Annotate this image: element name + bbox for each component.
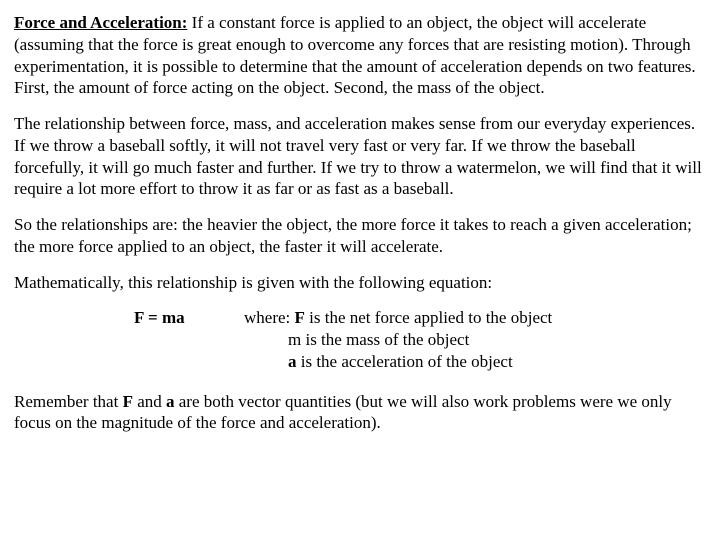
symbol-f: F (295, 308, 305, 327)
equation-block: F = ma where: F is the net force applied… (14, 307, 706, 372)
definition-force: where: F is the net force applied to the… (244, 307, 706, 329)
symbol-a-inline: a (166, 392, 175, 411)
definition-accel: a is the acceleration of the object (244, 351, 706, 373)
paragraph-math-intro: Mathematically, this relationship is giv… (14, 272, 706, 294)
equation-definitions: where: F is the net force applied to the… (244, 307, 706, 372)
definition-mass: m is the mass of the object (244, 329, 706, 351)
paragraph-relationships: So the relationships are: the heavier th… (14, 214, 706, 258)
section-heading: Force and Acceleration: (14, 13, 187, 32)
paragraph-vector-note: Remember that F and a are both vector qu… (14, 391, 706, 435)
equation-formula: F = ma (14, 307, 244, 372)
symbol-f-inline: F (123, 392, 133, 411)
symbol-a: a (288, 352, 297, 371)
paragraph-intro: Force and Acceleration: If a constant fo… (14, 12, 706, 99)
paragraph-experience: The relationship between force, mass, an… (14, 113, 706, 200)
